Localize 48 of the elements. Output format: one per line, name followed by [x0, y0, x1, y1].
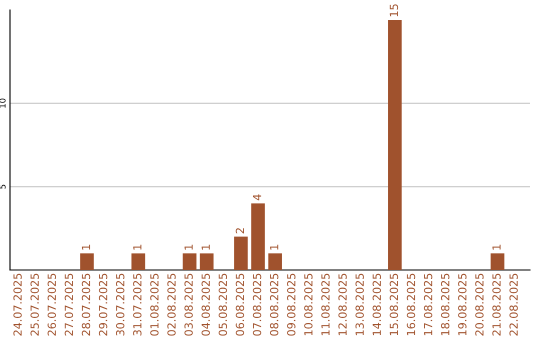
bar — [131, 253, 146, 270]
x-tick-label: 10.08.2025 — [304, 274, 313, 336]
x-tick-label: 06.08.2025 — [236, 274, 244, 336]
data-label: 1 — [82, 244, 90, 250]
x-tick-label: 01.08.2025 — [150, 274, 159, 336]
x-tick-label: 15.08.2025 — [390, 274, 398, 336]
data-label: 1 — [492, 244, 501, 250]
data-label: 15 — [390, 4, 398, 16]
x-tick-label: 27.07.2025 — [64, 274, 74, 336]
x-tick-label: 14.08.2025 — [372, 274, 381, 336]
x-tick-label: 02.08.2025 — [167, 274, 176, 336]
x-tick-label: 18.08.2025 — [441, 274, 450, 336]
x-tick-label: 22.08.2025 — [509, 274, 518, 336]
x-tick-label: 17.08.2025 — [424, 274, 432, 336]
x-tick-label: 13.08.2025 — [355, 274, 364, 336]
x-tick-label: 08.08.2025 — [270, 274, 278, 336]
x-tick-label: 09.08.2025 — [287, 274, 296, 336]
x-tick-label: 03.08.2025 — [184, 274, 193, 336]
data-label: 1 — [270, 244, 278, 250]
x-tick-label: 20.08.2025 — [475, 274, 484, 336]
data-label: 1 — [133, 244, 142, 250]
x-tick-label: 07.08.2025 — [252, 274, 262, 336]
x-tick-label: 25.07.2025 — [30, 274, 39, 336]
x-tick-label: 05.08.2025 — [218, 274, 228, 336]
bar — [234, 236, 248, 270]
x-tick-label: 30.07.2025 — [116, 274, 124, 336]
bar — [268, 253, 282, 270]
data-label: 1 — [202, 244, 210, 250]
x-tick-label: 21.08.2025 — [492, 274, 501, 336]
data-label: 1 — [184, 244, 193, 250]
x-tick-label: 26.07.2025 — [48, 274, 56, 336]
data-label: 2 — [236, 228, 244, 234]
bar — [388, 20, 402, 270]
x-tick-label: 04.08.2025 — [202, 274, 210, 336]
bar — [182, 253, 196, 270]
x-tick-label: 28.07.2025 — [82, 274, 90, 336]
x-tick-label: 31.07.2025 — [133, 274, 142, 336]
bar — [490, 253, 504, 270]
x-tick-label: 12.08.2025 — [338, 274, 347, 336]
bar — [80, 253, 94, 270]
x-tick-label: 11.08.2025 — [321, 274, 330, 336]
bar — [200, 253, 214, 270]
x-tick-label: 19.08.2025 — [458, 274, 467, 336]
x-tick-label: 24.07.2025 — [13, 274, 22, 336]
bar — [251, 203, 265, 270]
x-tick-label: 29.07.2025 — [98, 274, 108, 336]
x-tick-label: 16.08.2025 — [406, 274, 416, 336]
data-label: 4 — [252, 194, 262, 200]
